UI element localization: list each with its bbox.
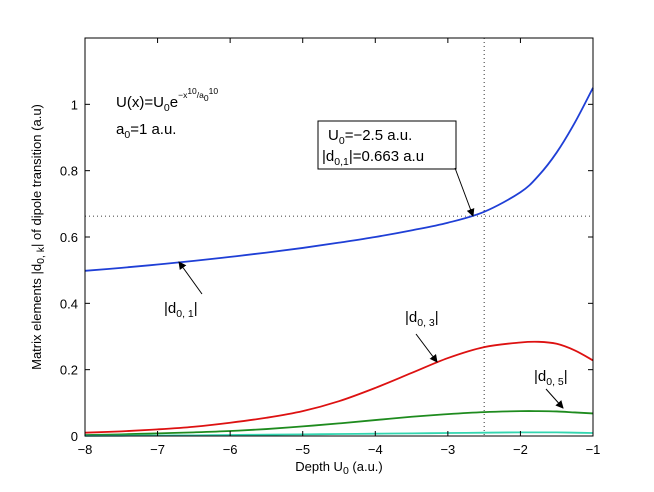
y-tick-label: 0.6 xyxy=(60,230,78,245)
arrow-d03 xyxy=(415,333,438,363)
y-tick-label: 0.2 xyxy=(60,363,78,378)
arrow-callout xyxy=(454,167,475,217)
y-axis-label: Matrix elements |d0, k| of dipole transi… xyxy=(29,104,47,370)
x-tick-label: −1 xyxy=(586,442,601,457)
y-tick-label: 1 xyxy=(71,97,78,112)
ticks: −8 −7 −6 −5 −4 −3 −2 −1 0 0.2 0.4 0.6 0.8 1 xyxy=(60,38,600,457)
reference-lines xyxy=(85,38,593,436)
x-tick-label: −6 xyxy=(223,442,238,457)
potential-formula: U(x)=U0e−x10/a010 xyxy=(116,86,218,114)
y-tick-label: 0.4 xyxy=(60,296,78,311)
x-axis-label: Depth U0 (a.u.) xyxy=(295,459,383,477)
x-tick-label: −4 xyxy=(368,442,383,457)
x-tick-label: −3 xyxy=(440,442,455,457)
y-tick-label: 0.8 xyxy=(60,164,78,179)
a0-annotation: a0=1 a.u. xyxy=(116,121,176,141)
x-tick-label: −8 xyxy=(78,442,93,457)
arrow-d01 xyxy=(178,261,203,295)
callout-line-depth: U0=−2.5 a.u. xyxy=(328,127,412,147)
label-d03: |d0, 3| xyxy=(405,309,439,329)
x-tick-label: −2 xyxy=(513,442,528,457)
label-d01: |d0, 1| xyxy=(164,300,198,320)
x-tick-label: −7 xyxy=(150,442,165,457)
callout-line-value: |d0,1|=0.663 a.u xyxy=(322,148,424,168)
plot-area xyxy=(85,38,593,436)
label-d05: |d0, 5| xyxy=(534,368,568,388)
series-line-3 xyxy=(84,410,594,436)
arrow-d05 xyxy=(545,388,564,409)
y-tick-label: 0 xyxy=(71,429,78,444)
series-line-2 xyxy=(84,340,594,434)
x-tick-label: −5 xyxy=(295,442,310,457)
callout-box xyxy=(317,120,457,170)
